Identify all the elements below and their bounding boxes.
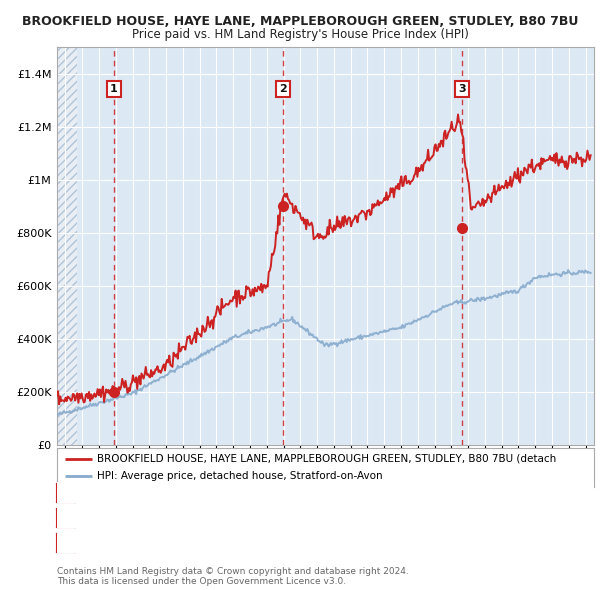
Text: 156% ↑ HPI: 156% ↑ HPI: [378, 513, 445, 522]
Text: 14-DEC-2006: 14-DEC-2006: [105, 513, 179, 522]
Text: BROOKFIELD HOUSE, HAYE LANE, MAPPLEBOROUGH GREEN, STUDLEY, B80 7BU (detach: BROOKFIELD HOUSE, HAYE LANE, MAPPLEBOROU…: [97, 454, 557, 464]
Text: 2: 2: [279, 84, 287, 94]
Text: 72% ↑ HPI: 72% ↑ HPI: [378, 537, 437, 547]
Text: 3: 3: [458, 84, 466, 94]
Text: 2: 2: [62, 512, 70, 525]
Text: 1: 1: [62, 487, 70, 500]
Text: 08-NOV-1996: 08-NOV-1996: [105, 488, 179, 497]
Text: £820,000: £820,000: [252, 537, 305, 547]
Text: 1: 1: [110, 84, 118, 94]
Text: £900,000: £900,000: [252, 513, 305, 522]
Text: £200,000: £200,000: [252, 488, 305, 497]
Text: Contains HM Land Registry data © Crown copyright and database right 2024.
This d: Contains HM Land Registry data © Crown c…: [57, 567, 409, 586]
Text: BROOKFIELD HOUSE, HAYE LANE, MAPPLEBOROUGH GREEN, STUDLEY, B80 7BU: BROOKFIELD HOUSE, HAYE LANE, MAPPLEBOROU…: [22, 15, 578, 28]
Text: HPI: Average price, detached house, Stratford-on-Avon: HPI: Average price, detached house, Stra…: [97, 471, 383, 481]
Bar: [57, 47, 77, 445]
Text: Price paid vs. HM Land Registry's House Price Index (HPI): Price paid vs. HM Land Registry's House …: [131, 28, 469, 41]
Text: 3: 3: [62, 536, 70, 549]
Text: 17-AUG-2017: 17-AUG-2017: [105, 537, 179, 547]
Text: 59% ↑ HPI: 59% ↑ HPI: [378, 488, 437, 497]
